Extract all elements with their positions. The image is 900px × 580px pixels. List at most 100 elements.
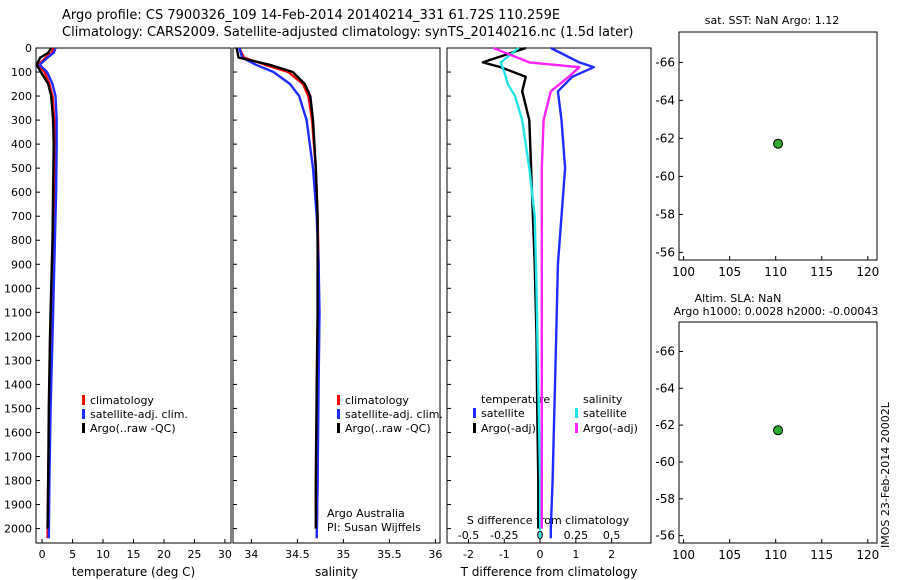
sla_map-ytick-label: -66 xyxy=(655,344,675,358)
sst_map-ytick-label: -56 xyxy=(655,245,675,259)
salinity-series-argo-raw-qc- xyxy=(235,47,319,529)
temperature-legend-swatch xyxy=(82,423,85,433)
diff-legend-swatch xyxy=(575,408,578,418)
sst_map-ytick-label: -64 xyxy=(655,93,675,107)
temperature-frame xyxy=(35,47,232,544)
temperature-legend-swatch xyxy=(82,395,85,405)
temperature-series-argo-raw-qc- xyxy=(35,47,55,529)
sst_map-xtick-label: 120 xyxy=(856,265,879,279)
depth-tick-label: 1300 xyxy=(4,354,32,367)
sla_map-ytick-label: -64 xyxy=(655,381,675,395)
sst_map-ytick-label: -58 xyxy=(655,207,675,221)
temperature-xtick-label: 25 xyxy=(187,548,201,561)
temperature-xtick-label: 0 xyxy=(39,548,46,561)
depth-tick-label: 300 xyxy=(11,114,32,127)
temperature-xtick-label: 15 xyxy=(127,548,141,561)
temperature-xtick-label: 5 xyxy=(69,548,76,561)
diff-legend-swatch xyxy=(473,423,476,433)
salinity-legend-label: climatology xyxy=(345,394,409,407)
diff-legend-salinity-title: salinity xyxy=(583,393,623,406)
depth-tick-label: 600 xyxy=(11,186,32,199)
depth-tick-label: 700 xyxy=(11,210,32,223)
depth-tick-label: 1800 xyxy=(4,475,32,488)
sst_map-ytick-label: -66 xyxy=(655,55,675,69)
difference-xtick-label: -1 xyxy=(499,548,510,561)
salinity-legend-swatch xyxy=(337,423,340,433)
difference-xtick-label: -2 xyxy=(463,548,474,561)
salinity-legend-swatch xyxy=(337,409,340,419)
depth-tick-label: 1100 xyxy=(4,306,32,319)
diff-legend-temperature-title: temperature xyxy=(481,393,550,406)
diff-x2tick-label: -0.25 xyxy=(490,529,518,542)
temperature-series-satellite-adj-clim- xyxy=(38,47,58,539)
depth-tick-label: 900 xyxy=(11,258,32,271)
depth-tick-label: 0 xyxy=(25,42,32,55)
depth-tick-label: 2000 xyxy=(4,523,32,536)
sla_map-xtick-label: 115 xyxy=(810,548,833,562)
sla-map-title: Altim. SLA: NaN xyxy=(695,292,782,305)
difference-series-t-argo-adj- xyxy=(481,46,540,529)
difference-xtick-label: 1 xyxy=(572,548,579,561)
temperature-xtick-label: 30 xyxy=(218,548,232,561)
sla-map-subtitle: Argo h1000: 0.0028 h2000: -0.00043 xyxy=(674,305,879,318)
salinity-xtick-label: 35.5 xyxy=(377,548,402,561)
sst_map-frame xyxy=(678,31,878,261)
salinity-series-satellite-adj-clim- xyxy=(238,47,321,539)
diff-x2tick-label: 0 xyxy=(537,529,544,542)
salinity-annotation-2: PI: Susan Wijffels xyxy=(327,521,421,534)
diff-x2tick-label: -0.5 xyxy=(458,529,479,542)
salinity-xtick-label: 34 xyxy=(244,548,258,561)
diff-x2-label: S difference from climatology xyxy=(467,514,630,527)
sst_map-xtick-label: 110 xyxy=(764,265,787,279)
depth-tick-label: 200 xyxy=(11,90,32,103)
sla_map-ytick-label: -58 xyxy=(655,492,675,506)
salinity-legend-label: satellite-adj. clim. xyxy=(345,408,443,421)
profile-title: Argo profile: CS 7900326_109 14-Feb-2014… xyxy=(62,8,561,23)
depth-tick-label: 1700 xyxy=(4,450,32,463)
depth-tick-label: 500 xyxy=(11,162,32,175)
sst_map-xtick-label: 105 xyxy=(718,265,741,279)
sla_map-xtick-label: 100 xyxy=(672,548,695,562)
temperature-xtick-label: 20 xyxy=(157,548,171,561)
diff-legend-swatch xyxy=(473,408,476,418)
diff-legend-label: satellite xyxy=(583,407,627,420)
depth-tick-label: 800 xyxy=(11,234,32,247)
diff-legend-label: Argo(-adj) xyxy=(481,422,536,435)
diff-legend-label: Argo(-adj) xyxy=(583,422,638,435)
temperature-legend-label: satellite-adj. clim. xyxy=(90,408,188,421)
salinity-frame xyxy=(232,47,441,544)
temperature-legend-label: climatology xyxy=(90,394,154,407)
difference-frame xyxy=(446,47,652,544)
salinity-xtick-label: 35 xyxy=(336,548,350,561)
sla_map-ytick-label: -56 xyxy=(655,529,675,543)
diff-x2tick-label: 0.25 xyxy=(564,529,589,542)
diff-x2tick-label: 0.5 xyxy=(603,529,621,542)
depth-tick-label: 1600 xyxy=(4,426,32,439)
depth-tick-label: 400 xyxy=(11,138,32,151)
diff-legend-swatch xyxy=(575,423,578,433)
difference-series-t-satellite xyxy=(549,46,595,539)
sst_map-ytick-label: -62 xyxy=(655,131,675,145)
sla_map-frame xyxy=(678,321,878,544)
depth-tick-label: 1200 xyxy=(4,330,32,343)
diff-legend-label: satellite xyxy=(481,407,525,420)
salinity-xtick-label: 34.5 xyxy=(285,548,310,561)
climatology-title: Climatology: CARS2009. Satellite-adjuste… xyxy=(62,25,634,40)
sst_map-xtick-label: 100 xyxy=(672,265,695,279)
depth-tick-label: 100 xyxy=(11,66,32,79)
difference-xlabel: T difference from climatology xyxy=(460,565,638,579)
temperature-xtick-label: 10 xyxy=(96,548,110,561)
temperature-legend-swatch xyxy=(82,409,85,419)
temperature-xlabel: temperature (deg C) xyxy=(72,565,195,579)
sla_map-ytick-label: -62 xyxy=(655,418,675,432)
salinity-xlabel: salinity xyxy=(315,565,358,579)
difference-series-s-satellite xyxy=(499,47,542,539)
depth-tick-label: 1400 xyxy=(4,378,32,391)
sla_map-argo-point xyxy=(773,425,784,436)
difference-xtick-label: 2 xyxy=(608,548,615,561)
salinity-legend-label: Argo(..raw -QC) xyxy=(345,422,431,435)
sla_map-xtick-label: 120 xyxy=(856,548,879,562)
footer-stamp: IMOS 23-Feb-2014 20002L xyxy=(879,401,892,548)
depth-tick-label: 1000 xyxy=(4,282,32,295)
